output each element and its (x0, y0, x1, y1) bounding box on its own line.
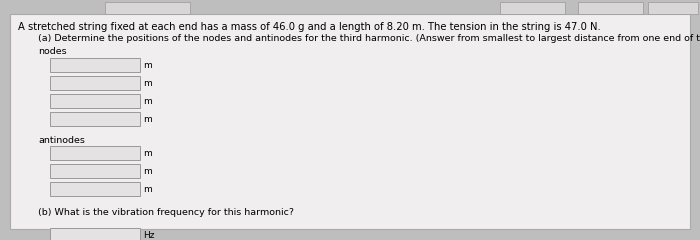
Bar (10, 14, 690, 229)
Text: m: m (143, 185, 152, 193)
Text: nodes: nodes (38, 47, 66, 56)
Text: m: m (143, 114, 152, 124)
Bar (50, 182, 140, 196)
Text: (a) Determine the positions of the nodes and antinodes for the third harmonic. (: (a) Determine the positions of the nodes… (38, 34, 700, 43)
Bar (50, 228, 140, 240)
Bar (50, 146, 140, 160)
Text: (b) What is the vibration frequency for this harmonic?: (b) What is the vibration frequency for … (38, 208, 294, 217)
Bar (50, 58, 140, 72)
Text: m: m (143, 60, 152, 70)
Text: m: m (143, 96, 152, 106)
Bar (50, 94, 140, 108)
Text: m: m (143, 78, 152, 88)
Bar (648, 2, 698, 14)
Text: A stretched string fixed at each end has a mass of 46.0 g and a length of 8.20 m: A stretched string fixed at each end has… (18, 22, 601, 32)
Text: Hz: Hz (143, 230, 155, 240)
Bar (105, 2, 190, 14)
Bar (50, 112, 140, 126)
Text: antinodes: antinodes (38, 136, 85, 145)
Bar (578, 2, 643, 14)
Bar (50, 76, 140, 90)
Bar (500, 2, 565, 14)
Text: m: m (143, 149, 152, 157)
Bar (50, 164, 140, 178)
Text: m: m (143, 167, 152, 175)
